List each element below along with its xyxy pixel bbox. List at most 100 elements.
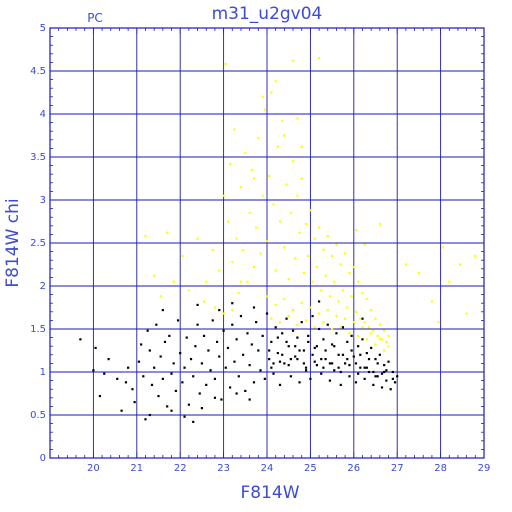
scatter-point (378, 323, 381, 326)
scatter-point (144, 235, 147, 238)
scatter-point (313, 360, 316, 363)
scatter-point (365, 366, 368, 369)
scatter-point (224, 366, 227, 369)
scatter-point (361, 317, 364, 320)
scatter-point (350, 349, 353, 352)
scatter-point (287, 364, 290, 367)
scatter-point (354, 310, 358, 313)
scatter-point (218, 308, 221, 312)
scatter-point (231, 260, 234, 264)
y-tick-label: 1 (40, 367, 46, 378)
scatter-point (155, 323, 158, 326)
scatter-point (337, 353, 340, 356)
scatter-point (168, 334, 171, 337)
scatter-point (307, 334, 310, 337)
scatter-point (166, 405, 169, 408)
scatter-point (283, 297, 286, 300)
scatter-point (196, 237, 199, 240)
scatter-point (363, 366, 366, 369)
scatter-point (322, 338, 325, 341)
scatter-point (352, 265, 355, 269)
scatter-point (268, 174, 271, 178)
scatter-point (244, 151, 247, 154)
scatter-point (459, 263, 462, 266)
scatter-point (218, 355, 221, 358)
scatter-point (278, 383, 282, 386)
scatter-point (335, 315, 338, 318)
scatter-point (341, 326, 345, 329)
scatter-point (124, 381, 128, 384)
scatter-point (281, 332, 284, 335)
scatter-point (272, 362, 275, 365)
x-tick-label: 27 (391, 463, 404, 474)
scatter-point (287, 278, 290, 281)
scatter-point (324, 274, 327, 277)
y-tick-label: 3 (40, 195, 46, 206)
scatter-point (370, 332, 373, 335)
scatter-point (317, 226, 321, 229)
scatter-point (179, 351, 182, 355)
scatter-point (333, 369, 336, 372)
scatter-point (239, 280, 243, 283)
scatter-point (159, 295, 162, 298)
y-tick-label: 4.5 (30, 66, 46, 77)
chart-title: m31_u2gv04 (212, 4, 323, 24)
scatter-point (357, 280, 360, 283)
x-tick-label: 29 (478, 463, 491, 474)
scatter-point (281, 353, 284, 356)
scatter-point (317, 300, 321, 303)
scatter-point (376, 334, 379, 337)
scatter-point (239, 186, 243, 189)
scatter-point (187, 289, 190, 292)
scatter-point (383, 349, 386, 352)
scatter-point (242, 248, 245, 251)
scatter-point (296, 117, 299, 120)
scatter-point (344, 317, 347, 320)
scatter-point (213, 377, 217, 380)
scatter-point (248, 211, 251, 214)
scatter-point (174, 389, 177, 393)
scatter-point (294, 345, 297, 348)
scatter-point (437, 321, 440, 324)
scatter-point (465, 312, 468, 315)
scatter-point (94, 346, 97, 350)
x-tick-label: 21 (130, 463, 143, 474)
scatter-point (417, 272, 420, 275)
scatter-point (211, 319, 214, 322)
scatter-point (365, 351, 368, 355)
scatter-points (79, 57, 477, 423)
scatter-point (376, 362, 379, 365)
scatter-point (304, 369, 308, 372)
scatter-point (215, 340, 219, 343)
scatter-point (285, 340, 288, 343)
scatter-point (291, 329, 295, 332)
scatter-point (283, 362, 286, 365)
scatter-point (296, 194, 299, 197)
scatter-point (276, 351, 279, 355)
scatter-point (259, 369, 262, 372)
scatter-point (372, 370, 375, 374)
scatter-point (116, 377, 119, 380)
scatter-point (346, 358, 349, 361)
scatter-point (302, 272, 305, 275)
scatter-point (328, 295, 332, 298)
scatter-point (378, 338, 381, 341)
scatter-point (150, 383, 154, 386)
scatter-point (300, 145, 303, 148)
scatter-point (148, 349, 151, 352)
scatter-point (170, 372, 173, 375)
scatter-point (387, 345, 390, 348)
y-tick-label: 2 (40, 281, 46, 292)
scatter-point (220, 398, 223, 401)
scatter-point (391, 370, 394, 374)
scatter-point (309, 306, 312, 309)
scatter-point (357, 334, 360, 337)
scatter-point (276, 145, 279, 148)
scatter-point (324, 358, 327, 361)
scatter-point (291, 59, 295, 62)
scatter-point (274, 80, 277, 83)
scatter-point (335, 332, 338, 335)
scatter-point (313, 326, 316, 329)
scatter-point (383, 329, 386, 332)
scatter-point (389, 388, 392, 391)
